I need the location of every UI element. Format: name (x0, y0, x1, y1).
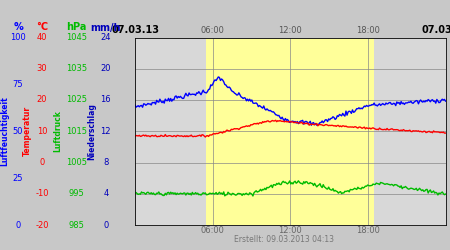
Text: 16: 16 (100, 96, 111, 104)
Text: mm/h: mm/h (90, 22, 121, 32)
Text: 985: 985 (68, 220, 85, 230)
Text: -10: -10 (35, 189, 49, 198)
Text: 1015: 1015 (66, 127, 87, 136)
Text: 20: 20 (100, 64, 111, 73)
Text: 10: 10 (36, 127, 47, 136)
Text: 995: 995 (68, 189, 85, 198)
Text: 24: 24 (100, 33, 111, 42)
Text: 1035: 1035 (66, 64, 87, 73)
Text: -20: -20 (35, 220, 49, 230)
Text: Erstellt: 09.03.2013 04:13: Erstellt: 09.03.2013 04:13 (234, 236, 333, 244)
Text: 40: 40 (36, 33, 47, 42)
Text: 0: 0 (39, 158, 45, 167)
Text: Luftdruck: Luftdruck (53, 110, 62, 152)
Text: 75: 75 (13, 80, 23, 89)
Text: 0: 0 (15, 220, 21, 230)
Text: Luftfeuchtigkeit: Luftfeuchtigkeit (0, 96, 9, 166)
Text: 12: 12 (100, 127, 111, 136)
Text: 30: 30 (36, 64, 47, 73)
Text: 50: 50 (13, 127, 23, 136)
Text: °C: °C (36, 22, 48, 32)
Text: 1025: 1025 (66, 96, 87, 104)
Bar (206, 38, 374, 225)
Text: 8: 8 (103, 158, 108, 167)
Text: 1005: 1005 (66, 158, 87, 167)
Text: Temperatur: Temperatur (22, 106, 32, 156)
Text: 25: 25 (13, 174, 23, 182)
Text: %: % (13, 22, 23, 32)
Text: 1045: 1045 (66, 33, 87, 42)
Text: 0: 0 (103, 220, 108, 230)
Text: Niederschlag: Niederschlag (87, 103, 96, 160)
Text: 100: 100 (10, 33, 26, 42)
Text: 4: 4 (103, 189, 108, 198)
Text: 20: 20 (36, 96, 47, 104)
Text: hPa: hPa (66, 22, 87, 32)
